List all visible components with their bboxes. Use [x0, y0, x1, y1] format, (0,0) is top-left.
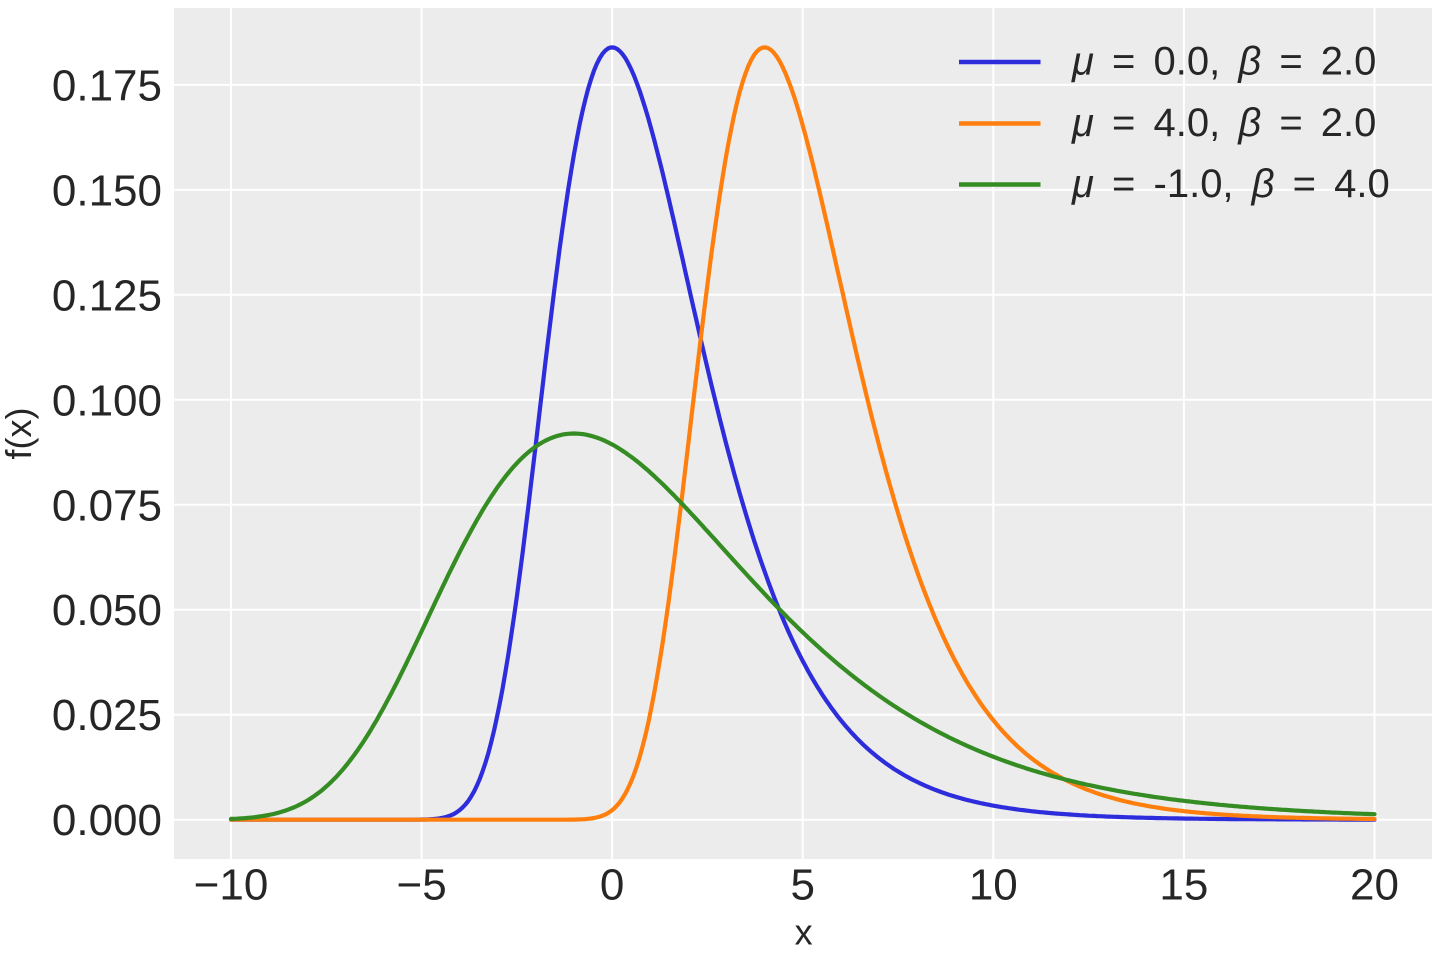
svg-text:15: 15 — [1159, 861, 1208, 910]
svg-text:x: x — [795, 912, 813, 953]
svg-text:0: 0 — [600, 861, 624, 910]
svg-text:0.000: 0.000 — [52, 796, 162, 845]
svg-text:0.100: 0.100 — [52, 376, 162, 425]
svg-text:f(x): f(x) — [0, 408, 39, 460]
svg-text:−10: −10 — [194, 861, 269, 910]
svg-text:0.050: 0.050 — [52, 586, 162, 635]
svg-text:0.150: 0.150 — [52, 166, 162, 215]
svg-text:20: 20 — [1350, 861, 1399, 910]
svg-text:0.125: 0.125 — [52, 271, 162, 320]
svg-text:0.175: 0.175 — [52, 61, 162, 110]
svg-text:μ = 4.0, β = 2.0: μ = 4.0, β = 2.0 — [1071, 101, 1376, 145]
svg-text:μ = 0.0, β = 2.0: μ = 0.0, β = 2.0 — [1071, 40, 1376, 84]
svg-text:0.025: 0.025 — [52, 691, 162, 740]
svg-text:10: 10 — [969, 861, 1018, 910]
svg-text:5: 5 — [790, 861, 814, 910]
svg-text:−5: −5 — [397, 861, 447, 910]
svg-text:0.075: 0.075 — [52, 481, 162, 530]
svg-text:μ = -1.0, β = 4.0: μ = -1.0, β = 4.0 — [1071, 162, 1390, 206]
